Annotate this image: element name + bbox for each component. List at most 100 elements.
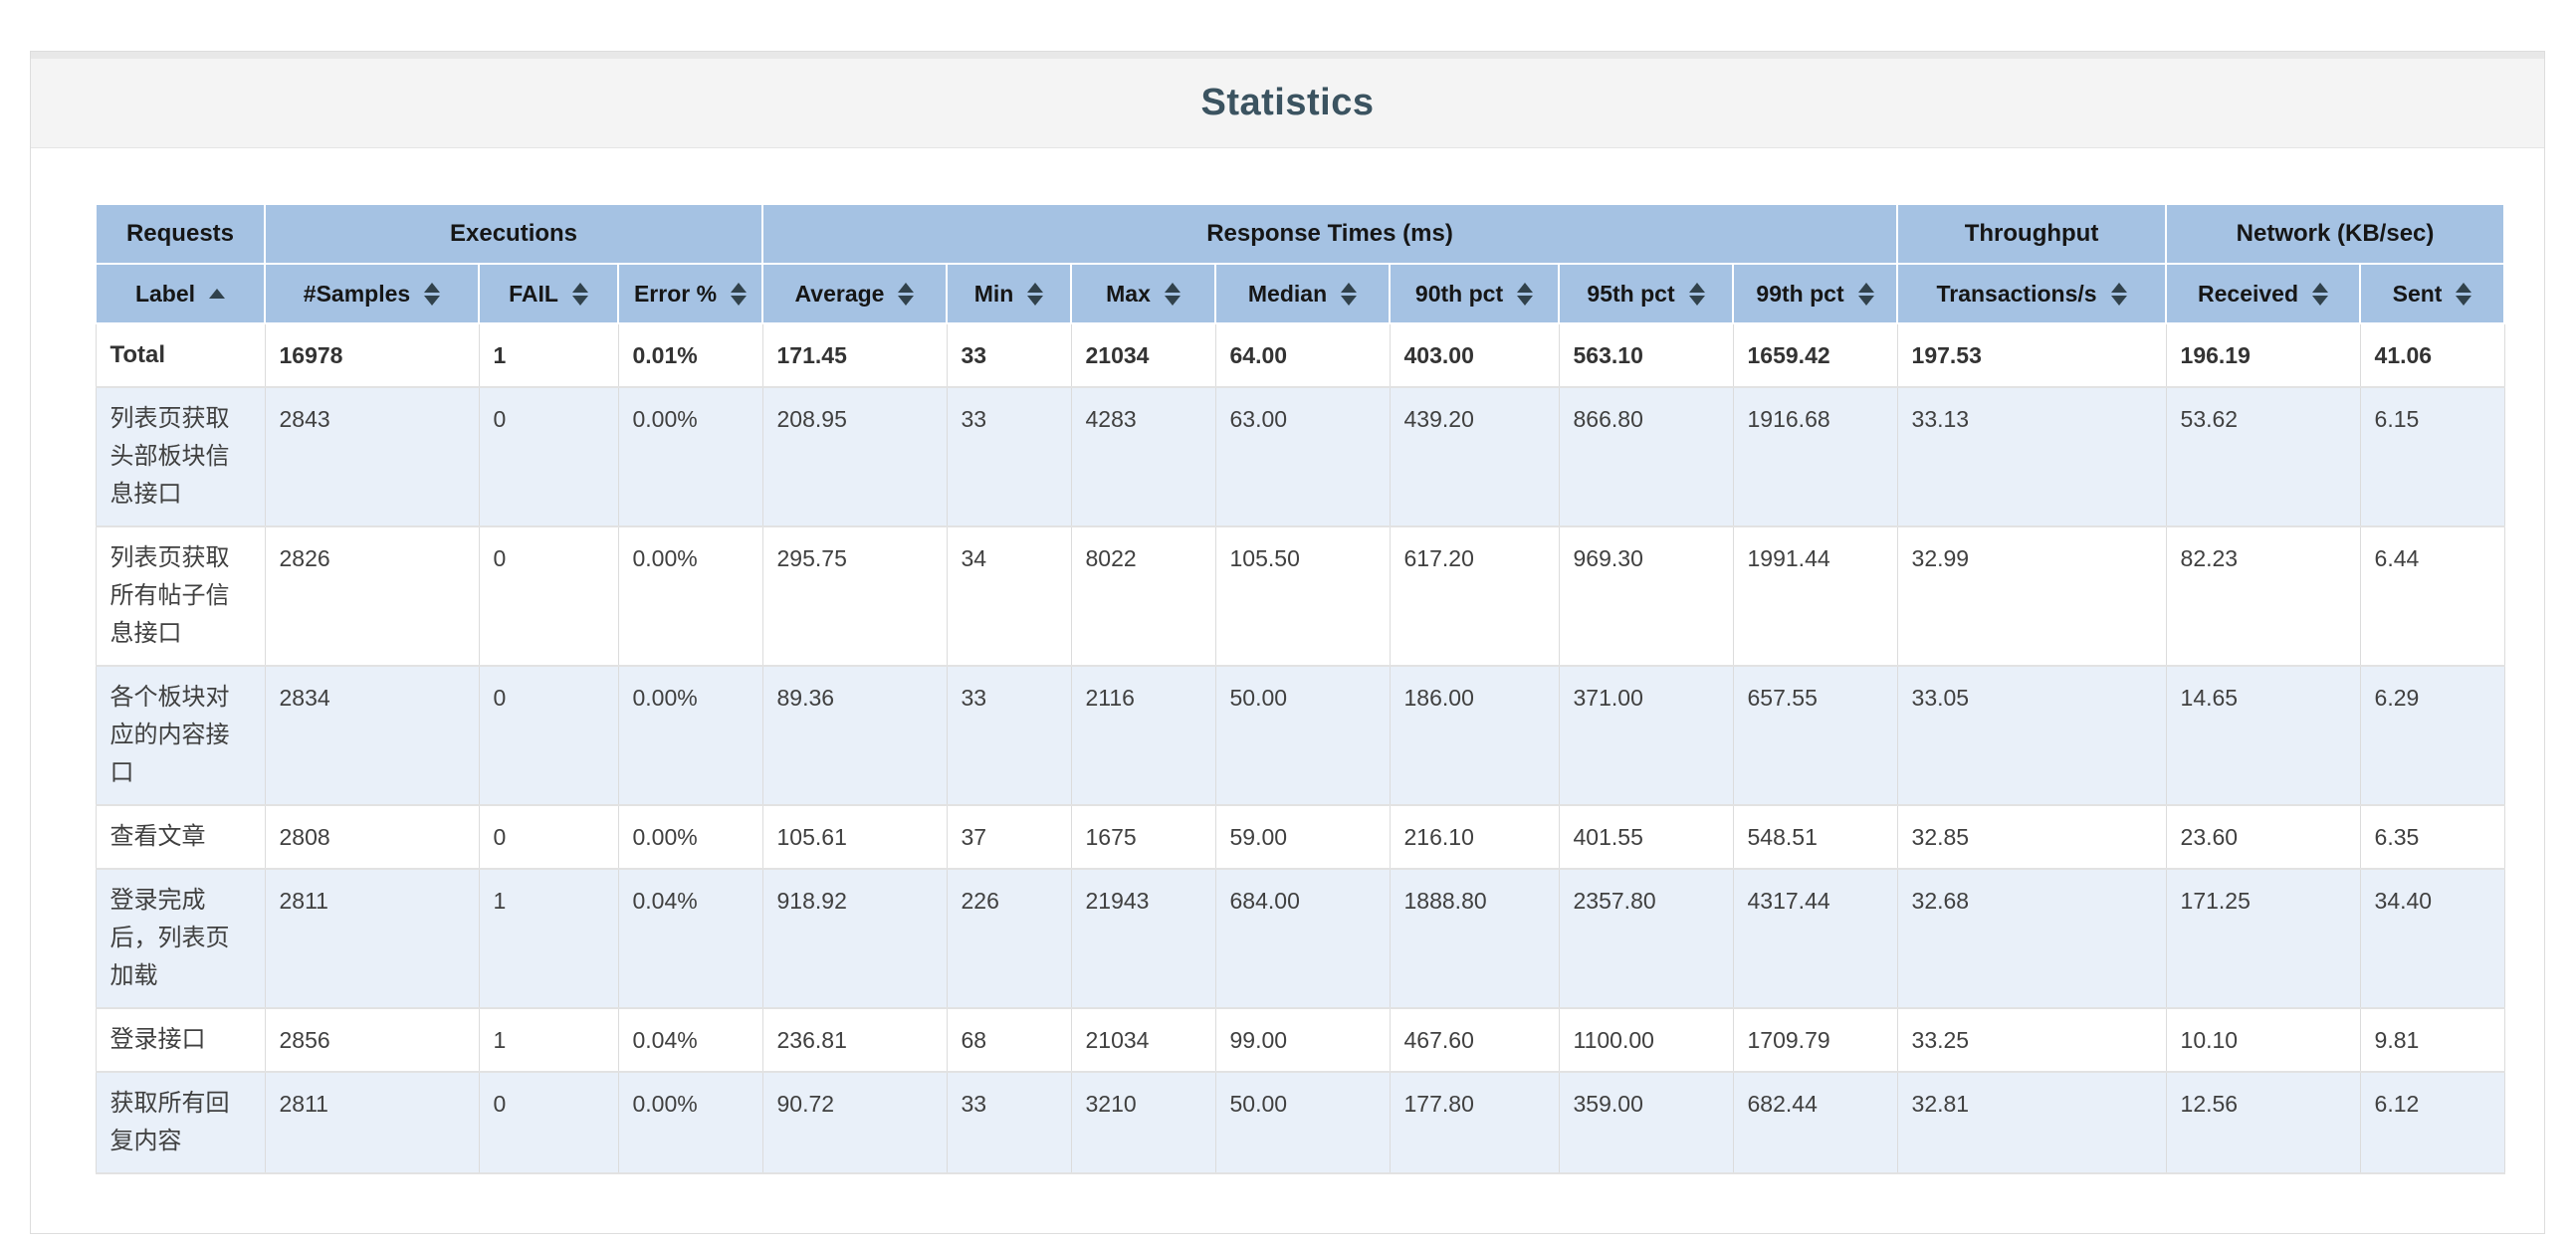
value-cell: 33 [946, 386, 1072, 527]
value-cell: 2811 [264, 1071, 480, 1174]
triangle-up-icon [209, 289, 226, 299]
sort-toggle-icon [731, 282, 748, 306]
column-header-label[interactable]: Label [95, 263, 266, 324]
value-cell: 1659.42 [1732, 322, 1898, 388]
value-cell: 68 [946, 1007, 1072, 1073]
value-cell: 8022 [1070, 525, 1216, 667]
page-title: Statistics [1200, 82, 1375, 123]
column-header-99th-pct[interactable]: 99th pct [1732, 263, 1899, 324]
group-header-requests: Requests [95, 203, 266, 265]
column-header-samples[interactable]: #Samples [264, 263, 480, 324]
triangle-up-icon [2312, 282, 2329, 293]
statistics-table: Requests Executions Response Times (ms) Thr… [95, 203, 2506, 1174]
value-cell: 21034 [1070, 322, 1216, 388]
column-header-sent[interactable]: Sent [2359, 263, 2506, 324]
value-cell: 37 [946, 804, 1072, 870]
value-cell: 89.36 [761, 665, 948, 806]
column-header-content: Error % [625, 281, 755, 308]
column-header-row: Label #Samples FAIL Error % Average Min Max Med… [95, 263, 2506, 324]
value-cell: 63.00 [1214, 386, 1391, 527]
value-cell: 90.72 [761, 1071, 948, 1174]
value-cell: 64.00 [1214, 322, 1391, 388]
value-cell: 14.65 [2165, 665, 2361, 806]
triangle-up-icon [1688, 282, 1705, 293]
column-header-label: Error % [633, 280, 718, 307]
column-header-95th-pct[interactable]: 95th pct [1558, 263, 1735, 324]
triangle-down-icon [1688, 295, 1705, 306]
value-cell: 2116 [1070, 665, 1216, 806]
triangle-up-icon [424, 282, 441, 293]
value-cell: 401.55 [1558, 804, 1734, 870]
column-header-median[interactable]: Median [1214, 263, 1392, 324]
value-cell: 186.00 [1389, 665, 1560, 806]
value-cell: 0 [478, 1071, 619, 1174]
group-header-network: Network (KB/sec) [2165, 203, 2506, 265]
triangle-down-icon [2456, 295, 2472, 306]
label-cell: 获取所有回复内容 [95, 1071, 266, 1174]
panel-top-strip [31, 52, 2544, 59]
value-cell: 0.00% [617, 386, 763, 527]
value-cell: 105.50 [1214, 525, 1391, 667]
column-header-max[interactable]: Max [1070, 263, 1217, 324]
group-header-label: Executions [449, 220, 578, 247]
value-cell: 33.13 [1896, 386, 2167, 527]
value-cell: 9.81 [2359, 1007, 2505, 1073]
value-cell: 33.25 [1896, 1007, 2167, 1073]
column-header-error-pct[interactable]: Error % [616, 263, 764, 324]
sort-toggle-icon [2456, 282, 2472, 306]
column-header-average[interactable]: Average [761, 263, 949, 324]
column-header-label: Median [1247, 280, 1328, 307]
sort-toggle-icon [1517, 282, 1534, 306]
label-cell: 查看文章 [95, 804, 266, 870]
value-cell: 295.75 [761, 525, 948, 667]
triangle-up-icon [1027, 282, 1044, 293]
value-cell: 33 [946, 322, 1072, 388]
sort-toggle-icon [1688, 282, 1705, 306]
data-row: 列表页获取所有帖子信息接口 2826 0 0.00% 295.75 34 8022 105.5… [95, 525, 2505, 667]
value-cell: 6.29 [2359, 665, 2505, 806]
group-header-throughput: Throughput [1896, 203, 2168, 265]
value-cell: 34.40 [2359, 868, 2505, 1009]
column-header-content: Sent [2367, 281, 2497, 308]
triangle-up-icon [1164, 282, 1181, 293]
column-header-label: Transactions/s [1936, 280, 2097, 307]
data-row: 登录接口 2856 1 0.04% 236.81 68 21034 99.00 467.60 11… [95, 1007, 2505, 1073]
column-header-content: Median [1222, 281, 1383, 308]
value-cell: 0 [478, 804, 619, 870]
column-header-content: Min [954, 281, 1064, 308]
value-cell: 41.06 [2359, 322, 2505, 388]
sort-toggle-icon [898, 282, 915, 306]
triangle-down-icon [2110, 295, 2127, 306]
value-cell: 50.00 [1214, 1071, 1391, 1174]
column-header-transactions-per-sec[interactable]: Transactions/s [1896, 263, 2168, 324]
value-cell: 0.04% [617, 868, 763, 1009]
column-header-received[interactable]: Received [2165, 263, 2362, 324]
column-header-label: Received [2198, 280, 2299, 307]
value-cell: 682.44 [1732, 1071, 1898, 1174]
label-cell: 列表页获取所有帖子信息接口 [95, 525, 266, 667]
value-cell: 0.00% [617, 665, 763, 806]
column-header-label: Sent [2392, 280, 2443, 307]
triangle-down-icon [898, 295, 915, 306]
triangle-down-icon [1857, 295, 1874, 306]
group-header-response-times: Response Times (ms) [761, 203, 1899, 265]
value-cell: 6.35 [2359, 804, 2505, 870]
group-header-label: Network (KB/sec) [2236, 220, 2435, 247]
value-cell: 0 [478, 386, 619, 527]
value-cell: 969.30 [1558, 525, 1734, 667]
triangle-down-icon [424, 295, 441, 306]
value-cell: 2357.80 [1558, 868, 1734, 1009]
sort-toggle-icon [2110, 282, 2127, 306]
panel-heading: Statistics [31, 59, 2544, 148]
sort-toggle-icon [1341, 282, 1358, 306]
label-cell: Total [95, 322, 266, 388]
sort-toggle-icon [571, 282, 588, 306]
value-cell: 918.92 [761, 868, 948, 1009]
value-cell: 403.00 [1389, 322, 1560, 388]
column-header-fail[interactable]: FAIL [478, 263, 619, 324]
column-header-min[interactable]: Min [946, 263, 1073, 324]
triangle-down-icon [1027, 295, 1044, 306]
value-cell: 2843 [264, 386, 480, 527]
column-header-90th-pct[interactable]: 90th pct [1389, 263, 1561, 324]
statistics-panel: Statistics Requests Executions Response Ti… [30, 51, 2545, 1234]
